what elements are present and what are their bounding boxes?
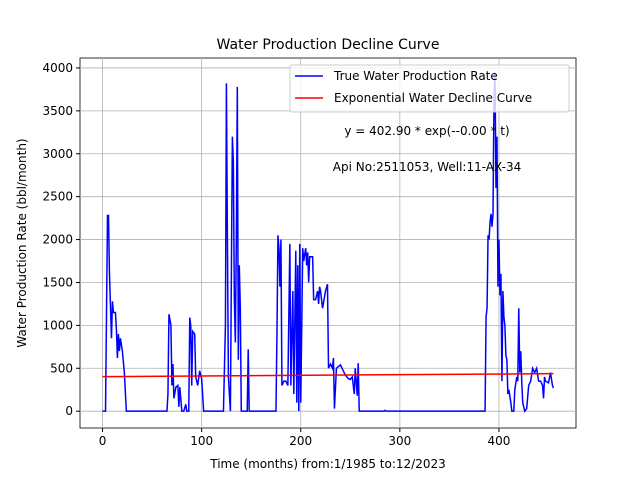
annotation: y = 402.90 * exp(--0.00 * t) (344, 124, 509, 138)
y-axis-label: Water Production Rate (bbl/month) (15, 138, 29, 347)
y-tick-label: 1000 (42, 318, 73, 332)
data-line (102, 372, 554, 378)
y-tick-label: 1500 (42, 275, 73, 289)
y-tick-label: 500 (50, 361, 73, 375)
data-line (102, 72, 555, 413)
y-tick-label: 0 (65, 404, 73, 418)
y-tick-label: 3500 (42, 104, 73, 118)
y-tick-label: 2000 (42, 233, 73, 247)
legend-label: True Water Production Rate (333, 69, 498, 83)
x-tick-label: 200 (289, 434, 312, 448)
x-tick-label: 0 (99, 434, 107, 448)
legend-box (289, 64, 570, 113)
legend-label: Exponential Water Decline Curve (334, 91, 532, 105)
x-tick-label: 100 (190, 434, 213, 448)
y-tick-label: 3000 (42, 147, 73, 161)
axes-frame (79, 57, 577, 429)
x-tick-label: 300 (388, 434, 411, 448)
y-tick-label: 4000 (42, 61, 73, 75)
chart-title: Water Production Decline Curve (217, 37, 440, 53)
y-tick-label: 2500 (42, 190, 73, 204)
x-axis-label: Time (months) from:1/1985 to:12/2023 (209, 457, 446, 471)
x-tick-label: 400 (487, 434, 510, 448)
annotation: Api No:2511053, Well:11-AX-34 (333, 160, 521, 174)
